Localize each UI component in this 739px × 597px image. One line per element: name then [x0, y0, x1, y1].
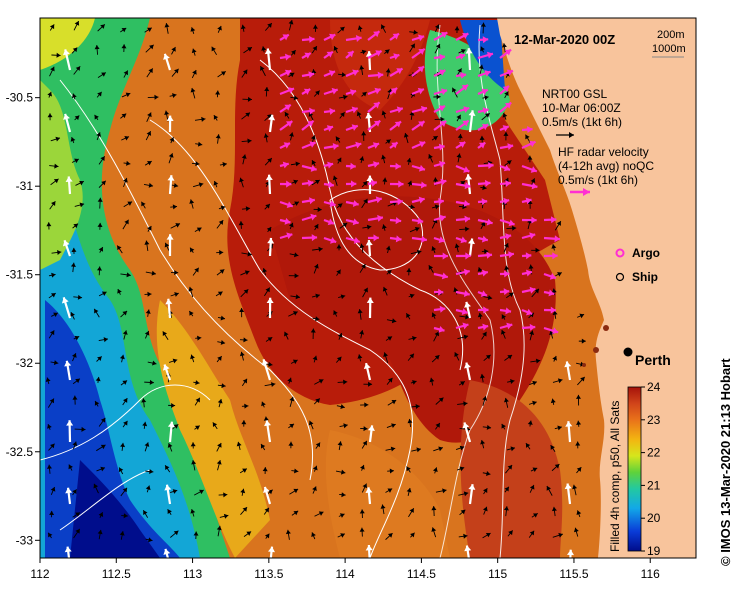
- lon-tick-label: 114: [336, 567, 355, 581]
- longitude-axis: 112 112.5 113 113.5 114 114.5 115 115.5 116: [30, 558, 660, 581]
- lon-tick-label: 112: [30, 567, 49, 581]
- lon-tick-label: 116: [641, 567, 660, 581]
- colorbar-tick-label: 20: [647, 511, 661, 525]
- lon-tick-label: 115: [488, 567, 507, 581]
- lon-tick-label: 115.5: [559, 567, 588, 581]
- colorbar-label: Filled 4h comp, p50, All Sats: [608, 401, 622, 552]
- lat-tick-label: -32: [16, 356, 34, 370]
- colorbar-scale: [628, 387, 641, 551]
- colorbar-tick-label: 22: [647, 446, 661, 460]
- gsl-legend-scale: 0.5m/s (1kt 6h): [542, 115, 622, 129]
- lat-tick-label: -33: [16, 533, 34, 547]
- hf-legend-scale: 0.5m/s (1kt 6h): [558, 173, 638, 187]
- colorbar-tick-label: 23: [647, 413, 661, 427]
- credit-text: © IMOS 13-Mar-2020 21:13 Hobart: [718, 358, 733, 566]
- lon-tick-label: 114.5: [407, 567, 436, 581]
- colorbar-tick-label: 21: [647, 478, 661, 492]
- lat-tick-label: -31.5: [6, 268, 34, 282]
- lat-tick-label: -30.5: [6, 91, 34, 105]
- latitude-axis: -30.5 -31 -31.5 -32 -32.5 -33: [6, 91, 40, 548]
- gsl-legend-title: NRT00 GSL: [542, 87, 607, 101]
- lon-tick-label: 113.5: [254, 567, 283, 581]
- lon-tick-label: 112.5: [102, 567, 131, 581]
- isobath-200-label: 200m: [657, 29, 685, 41]
- hf-legend-title: HF radar velocity: [558, 145, 649, 159]
- lon-tick-label: 113: [183, 567, 202, 581]
- colorbar-tick-label: 19: [647, 544, 661, 558]
- ship-legend-label: Ship: [632, 270, 658, 284]
- colorbar-tick-label: 24: [647, 380, 661, 394]
- lat-tick-label: -32.5: [6, 445, 34, 459]
- city-label-perth: Perth: [635, 352, 671, 368]
- hf-legend-sub: (4-12h avg) noQC: [558, 159, 654, 173]
- argo-legend-label: Argo: [632, 246, 660, 260]
- isobath-1000-label: 1000m: [652, 43, 686, 55]
- lat-tick-label: -31: [16, 179, 34, 193]
- map-title: 12-Mar-2020 00Z: [514, 32, 615, 47]
- gsl-legend-time: 10-Mar 06:00Z: [542, 101, 621, 115]
